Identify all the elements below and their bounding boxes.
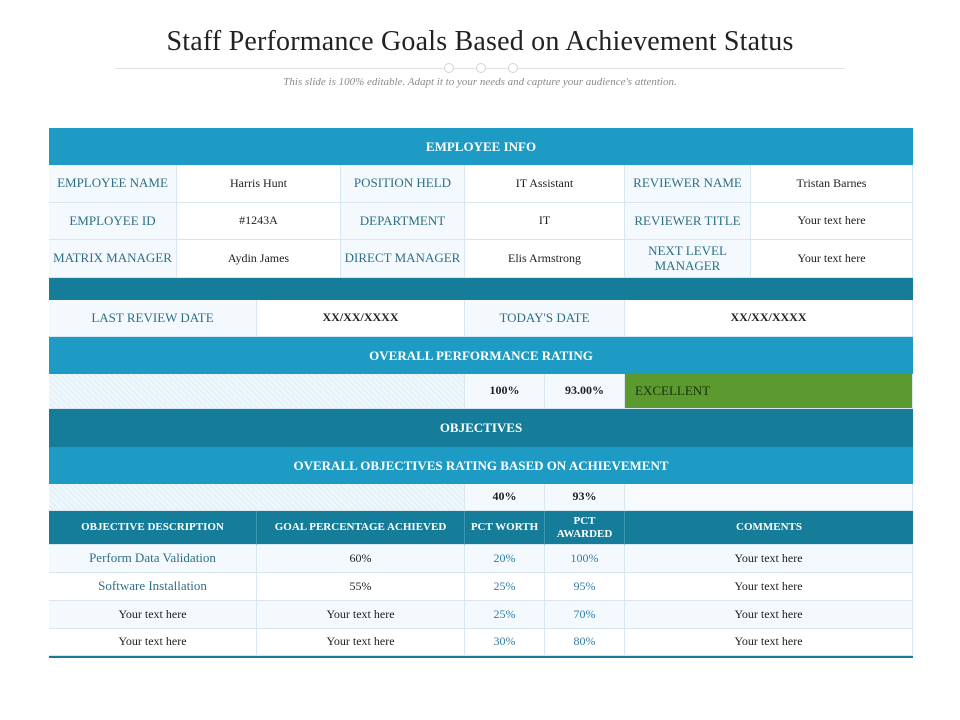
employee-name-label: EMPLOYEE NAME [49, 165, 177, 203]
objectives-rating-header: OVERALL OBJECTIVES RATING BASED ON ACHIE… [49, 447, 913, 484]
column-header-comments: COMMENTS [625, 511, 913, 545]
objective-goal: Your text here [257, 629, 465, 656]
column-header-goal: GOAL PERCENTAGE ACHIEVED [257, 511, 465, 545]
objective-goal: Your text here [257, 601, 465, 629]
objective-awarded: 70% [545, 601, 625, 629]
objective-description: Perform Data Validation [49, 545, 257, 573]
objectives-header: OBJECTIVES [49, 409, 913, 447]
column-header-description: OBJECTIVE DESCRIPTION [49, 511, 257, 545]
section-separator [49, 278, 913, 300]
hatched-filler [49, 374, 465, 409]
slide-title: Staff Performance Goals Based on Achieve… [166, 26, 794, 57]
next-level-manager-value: Your text here [751, 240, 913, 278]
decorative-dots [440, 63, 520, 75]
dot-icon [508, 63, 518, 73]
direct-manager-value: Elis Armstrong [465, 240, 625, 278]
last-review-date-value: XX/XX/XXXX [257, 300, 465, 337]
objective-comments: Your text here [625, 573, 913, 601]
performance-table: EMPLOYEE INFO EMPLOYEE NAME Harris Hunt … [49, 128, 913, 658]
next-level-manager-label: NEXT LEVEL MANAGER [625, 240, 751, 278]
objective-worth: 25% [465, 601, 545, 629]
slide-subtitle: This slide is 100% editable. Adapt it to… [283, 76, 677, 88]
department-label: DEPARTMENT [341, 203, 465, 240]
reviewer-name-label: REVIEWER NAME [625, 165, 751, 203]
performance-score: 93.00% [545, 374, 625, 409]
position-held-value: IT Assistant [465, 165, 625, 203]
employee-id-label: EMPLOYEE ID [49, 203, 177, 240]
objective-comments: Your text here [625, 545, 913, 573]
objective-worth: 20% [465, 545, 545, 573]
objectives-total-blank [625, 484, 913, 511]
column-header-awarded: PCT AWARDED [545, 511, 625, 545]
objective-awarded: 80% [545, 629, 625, 656]
overall-performance-header: OVERALL PERFORMANCE RATING [49, 337, 913, 374]
todays-date-value: XX/XX/XXXX [625, 300, 913, 337]
reviewer-title-label: REVIEWER TITLE [625, 203, 751, 240]
reviewer-name-value: Tristan Barnes [751, 165, 913, 203]
objectives-total-awarded: 93% [545, 484, 625, 511]
employee-name-value: Harris Hunt [177, 165, 341, 203]
hatched-filler [49, 484, 465, 511]
objective-description: Software Installation [49, 573, 257, 601]
objective-worth: 30% [465, 629, 545, 656]
reviewer-title-value: Your text here [751, 203, 913, 240]
position-held-label: POSITION HELD [341, 165, 465, 203]
objective-awarded: 95% [545, 573, 625, 601]
employee-info-header: EMPLOYEE INFO [49, 128, 913, 165]
todays-date-label: TODAY'S DATE [465, 300, 625, 337]
last-review-date-label: LAST REVIEW DATE [49, 300, 257, 337]
objective-goal: 55% [257, 573, 465, 601]
matrix-manager-label: MATRIX MANAGER [49, 240, 177, 278]
objective-description: Your text here [49, 601, 257, 629]
objective-comments: Your text here [625, 601, 913, 629]
objectives-total-worth: 40% [465, 484, 545, 511]
objective-comments: Your text here [625, 629, 913, 656]
column-header-worth: PCT WORTH [465, 511, 545, 545]
direct-manager-label: DIRECT MANAGER [341, 240, 465, 278]
department-value: IT [465, 203, 625, 240]
dot-icon [444, 63, 454, 73]
dot-icon [476, 63, 486, 73]
performance-rating-badge: EXCELLENT [625, 374, 913, 409]
employee-id-value: #1243A [177, 203, 341, 240]
matrix-manager-value: Aydin James [177, 240, 341, 278]
objective-description: Your text here [49, 629, 257, 656]
objective-goal: 60% [257, 545, 465, 573]
objective-worth: 25% [465, 573, 545, 601]
objective-awarded: 100% [545, 545, 625, 573]
performance-weight: 100% [465, 374, 545, 409]
